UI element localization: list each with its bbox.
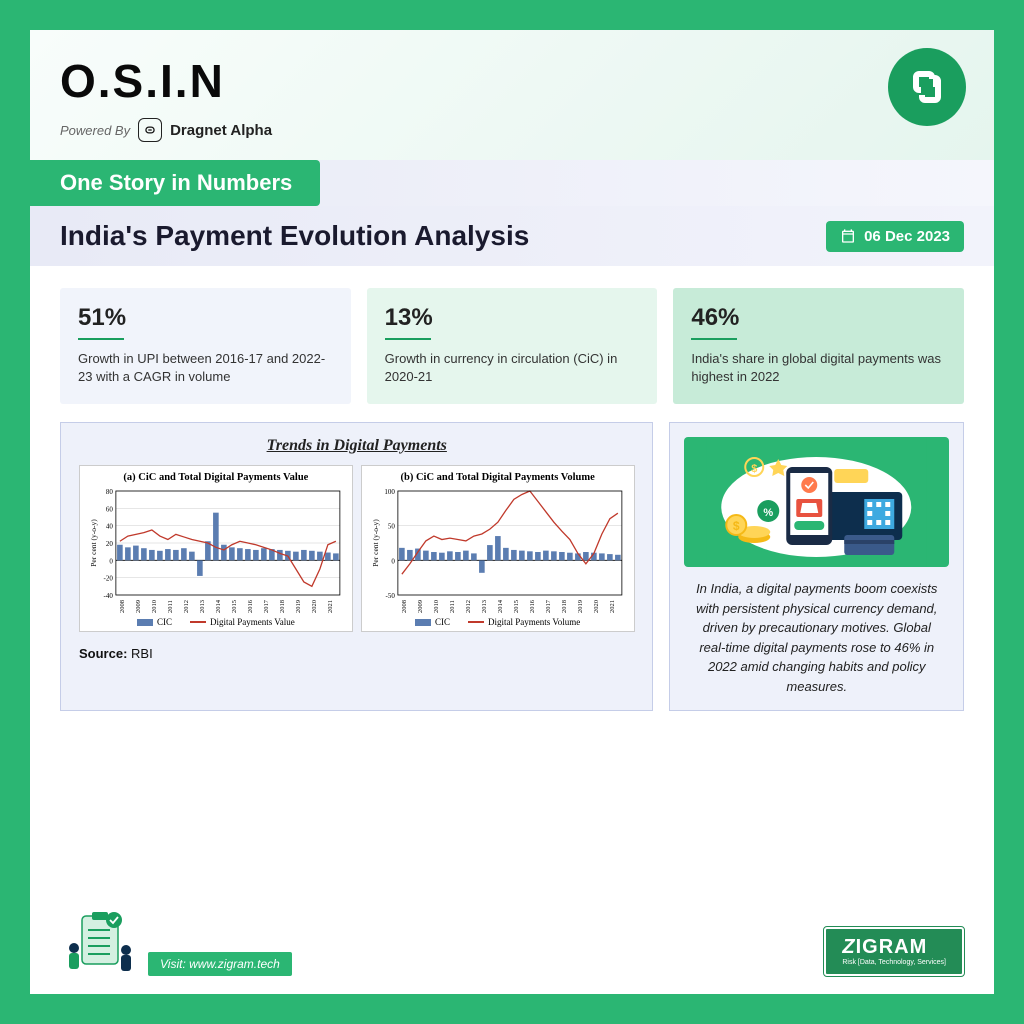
tagline: One Story in Numbers <box>30 160 320 206</box>
stat-desc: Growth in currency in circulation (CiC) … <box>385 350 640 386</box>
header-badge-icon <box>888 48 966 126</box>
content-row: Trends in Digital Payments (a) CiC and T… <box>30 404 994 711</box>
footer: Visit: www.zigram.tech ZIGRAM Risk [Data… <box>30 896 994 994</box>
svg-text:2012: 2012 <box>183 600 190 613</box>
brand-name: O.S.I.N <box>60 54 964 108</box>
footer-logo-sub: Risk [Data, Technology, Services] <box>842 959 946 966</box>
svg-text:2019: 2019 <box>577 600 584 613</box>
powered-app: Dragnet Alpha <box>170 122 272 139</box>
svg-text:2015: 2015 <box>231 600 238 613</box>
visit-link[interactable]: Visit: www.zigram.tech <box>148 952 292 976</box>
chart-panel: Trends in Digital Payments (a) CiC and T… <box>60 422 653 711</box>
stats-row: 51% Growth in UPI between 2016-17 and 20… <box>30 266 994 404</box>
date-text: 06 Dec 2023 <box>864 228 950 245</box>
chart-section-title: Trends in Digital Payments <box>79 437 634 455</box>
chart-a: (a) CiC and Total Digital Payments Value… <box>79 465 353 632</box>
stat-card-1: 13% Growth in currency in circulation (C… <box>367 288 658 404</box>
svg-text:2021: 2021 <box>609 600 616 613</box>
svg-text:2008: 2008 <box>401 600 408 613</box>
svg-text:-50: -50 <box>385 592 395 600</box>
svg-text:2009: 2009 <box>135 600 142 613</box>
svg-text:$: $ <box>752 463 758 475</box>
svg-text:2017: 2017 <box>545 600 552 614</box>
page-title: India's Payment Evolution Analysis <box>60 220 529 252</box>
svg-text:80: 80 <box>106 488 114 496</box>
svg-text:2016: 2016 <box>247 600 254 614</box>
svg-text:2013: 2013 <box>481 600 488 613</box>
card: O.S.I.N Powered By Dragnet Alpha One Sto… <box>30 30 994 994</box>
chart-a-plot: -40 -20 0 20 40 60 80 2008 2009 2010 2011 2012 2013 2… <box>84 485 348 615</box>
svg-text:60: 60 <box>106 506 114 514</box>
svg-text:$: $ <box>733 519 740 533</box>
svg-text:0: 0 <box>109 558 113 566</box>
date-chip: 06 Dec 2023 <box>826 221 964 252</box>
chart-pair: (a) CiC and Total Digital Payments Value… <box>79 465 634 632</box>
svg-text:2010: 2010 <box>433 600 440 613</box>
svg-text:2009: 2009 <box>417 600 424 613</box>
stat-card-0: 51% Growth in UPI between 2016-17 and 20… <box>60 288 351 404</box>
chart-source: Source: RBI <box>79 646 634 661</box>
svg-text:2019: 2019 <box>295 600 302 613</box>
svg-text:20: 20 <box>106 540 114 548</box>
frame: O.S.I.N Powered By Dragnet Alpha One Sto… <box>0 0 1024 1024</box>
info-panel: % $ $ In India, a digital payments boom … <box>669 422 964 711</box>
svg-text:2010: 2010 <box>151 600 158 613</box>
powered-label: Powered By <box>60 123 130 138</box>
calendar-icon <box>840 228 856 244</box>
powered-row: Powered By Dragnet Alpha <box>60 118 964 142</box>
svg-text:2018: 2018 <box>279 600 286 613</box>
svg-text:2020: 2020 <box>593 600 600 613</box>
svg-text:%: % <box>764 507 774 519</box>
svg-text:2012: 2012 <box>465 600 472 613</box>
svg-text:2008: 2008 <box>119 600 126 613</box>
svg-text:50: 50 <box>388 523 396 531</box>
chart-b-legend: CIC Digital Payments Volume <box>366 617 630 627</box>
chart-b-plot: -50 0 50 100 2008 2009 2010 2011 2012 2013 2014 201… <box>366 485 630 615</box>
title-row: India's Payment Evolution Analysis 06 De… <box>30 206 994 266</box>
stat-desc: Growth in UPI between 2016-17 and 2022-2… <box>78 350 333 386</box>
tagline-bar: One Story in Numbers <box>30 160 994 206</box>
svg-text:2014: 2014 <box>497 600 504 614</box>
chart-a-title: (a) CiC and Total Digital Payments Value <box>84 472 348 483</box>
clipboard-icon <box>60 910 140 976</box>
stat-value: 13% <box>385 304 640 332</box>
chart-a-legend: CIC Digital Payments Value <box>84 617 348 627</box>
svg-text:2013: 2013 <box>199 600 206 613</box>
stat-value: 51% <box>78 304 333 332</box>
footer-logo-name: ZIGRAM <box>842 937 946 957</box>
chart-b-title: (b) CiC and Total Digital Payments Volum… <box>366 472 630 483</box>
svg-text:2020: 2020 <box>311 600 318 613</box>
svg-text:2021: 2021 <box>327 600 334 613</box>
svg-text:Per cent (y-o-y): Per cent (y-o-y) <box>371 519 380 567</box>
stat-desc: India's share in global digital payments… <box>691 350 946 386</box>
svg-text:2014: 2014 <box>215 600 222 614</box>
svg-text:2016: 2016 <box>529 600 536 614</box>
svg-text:2015: 2015 <box>513 600 520 613</box>
footer-left: Visit: www.zigram.tech <box>60 910 292 976</box>
link-icon <box>138 118 162 142</box>
stat-value: 46% <box>691 304 946 332</box>
svg-text:2017: 2017 <box>263 600 270 614</box>
info-text: In India, a digital payments boom coexis… <box>684 579 949 696</box>
svg-text:40: 40 <box>106 523 114 531</box>
svg-text:2011: 2011 <box>449 601 456 614</box>
svg-text:2011: 2011 <box>167 601 174 614</box>
svg-text:100: 100 <box>384 488 395 496</box>
svg-text:Per cent (y-o-y): Per cent (y-o-y) <box>89 519 98 567</box>
svg-text:0: 0 <box>391 558 395 566</box>
svg-text:-20: -20 <box>104 575 114 583</box>
header: O.S.I.N Powered By Dragnet Alpha <box>30 30 994 160</box>
payments-illustration: % $ $ <box>684 437 949 567</box>
svg-text:2018: 2018 <box>561 600 568 613</box>
stat-card-2: 46% India's share in global digital paym… <box>673 288 964 404</box>
footer-logo: ZIGRAM Risk [Data, Technology, Services] <box>824 927 964 976</box>
svg-text:-40: -40 <box>104 592 114 600</box>
chart-b: (b) CiC and Total Digital Payments Volum… <box>361 465 635 632</box>
